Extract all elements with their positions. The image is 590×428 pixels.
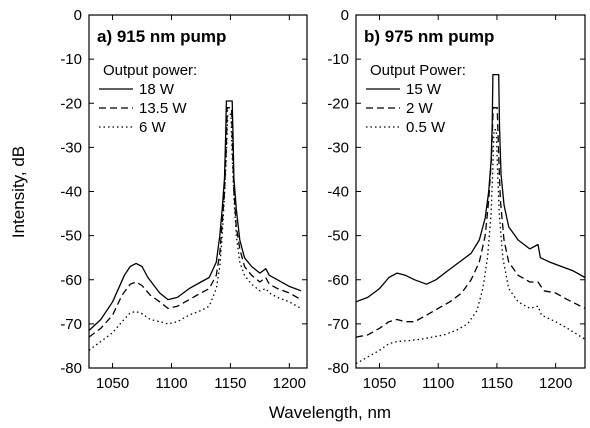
y-tick-label-b: -20 <box>327 95 349 112</box>
legend-label-a-2: 6 W <box>139 119 167 136</box>
x-tick-label-b: 1050 <box>363 375 396 392</box>
y-tick-label-a: -10 <box>60 51 82 68</box>
y-tick-label-a: -30 <box>60 139 82 156</box>
y-tick-label-b: -10 <box>327 51 349 68</box>
x-axis-title: Wavelength, nm <box>269 403 391 422</box>
y-tick-label-b: -60 <box>327 272 349 289</box>
legend-title-a: Output power: <box>103 62 197 79</box>
x-tick-label-b: 1100 <box>422 375 454 392</box>
series-line-b-1 <box>355 107 586 338</box>
legend-label-b-1: 2 W <box>406 100 434 117</box>
legend-label-b-2: 0.5 W <box>406 119 446 136</box>
y-tick-label-a: -60 <box>60 272 82 289</box>
y-tick-label-a: -20 <box>60 95 82 112</box>
x-tick-label-a: 1050 <box>96 375 129 392</box>
series-line-a-1 <box>88 107 302 338</box>
panel-a: 0 -10 -20 -30 -40 -50 -60 -70 -80 1050 1100 1150 120… <box>60 7 308 392</box>
series-line-b-2 <box>355 129 586 365</box>
series-line-b-0 <box>355 73 586 303</box>
x-tick-label-b: 1200 <box>539 375 572 392</box>
panel-title-a: a) 915 nm pump <box>97 27 226 46</box>
y-tick-label-b: -40 <box>327 184 349 201</box>
y-tick-label-a: -40 <box>60 184 82 201</box>
y-tick-label-b: -30 <box>327 139 349 156</box>
y-tick-label-b: -70 <box>327 316 349 333</box>
y-axis-title: Intensity, dB <box>9 146 28 238</box>
y-tick-label-a: -80 <box>60 360 82 377</box>
y-tick-label-b: 0 <box>341 7 349 24</box>
panel-b: 0 -10 -20 -30 -40 -50 -60 -70 -80 1050 1100 1150 120… <box>327 7 586 392</box>
x-tick-label-a: 1200 <box>273 375 306 392</box>
y-tick-label-b: -50 <box>327 228 349 245</box>
x-tick-label-a: 1150 <box>214 375 246 392</box>
legend-label-b-0: 15 W <box>406 81 442 98</box>
series-line-a-2 <box>88 113 302 351</box>
y-tick-label-a: 0 <box>74 7 82 24</box>
legend-label-a-1: 13.5 W <box>139 100 187 117</box>
y-tick-label-a: -50 <box>60 228 82 245</box>
y-tick-label-b: -80 <box>327 360 349 377</box>
x-tick-label-a: 1100 <box>155 375 187 392</box>
y-tick-label-a: -70 <box>60 316 82 333</box>
legend-title-b: Output Power: <box>370 62 466 79</box>
legend-label-a-0: 18 W <box>139 81 175 98</box>
panel-title-b: b) 975 nm pump <box>364 27 494 46</box>
series-line-a-0 <box>88 100 302 331</box>
x-tick-label-b: 1150 <box>481 375 513 392</box>
